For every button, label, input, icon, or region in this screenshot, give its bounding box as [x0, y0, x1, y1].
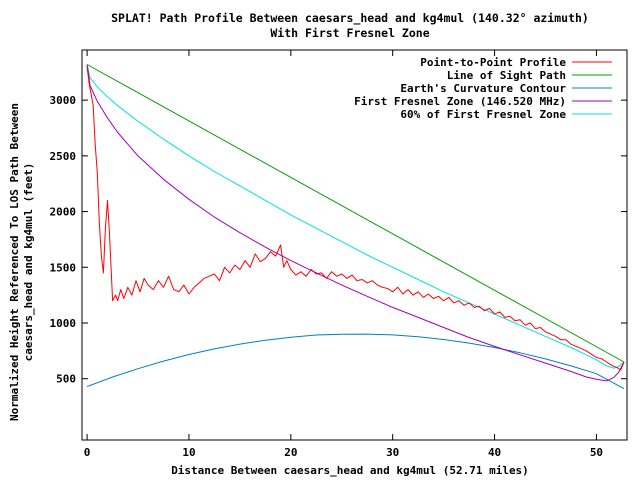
- legend-label-point-to-point-profile: Point-to-Point Profile: [420, 56, 566, 69]
- series-line-line-of-sight-path: [86, 64, 625, 363]
- x-tick-label: 30: [386, 446, 399, 459]
- legend-label-first-fresnel-zone-146-520-mhz: First Fresnel Zone (146.520 MHz): [354, 95, 566, 108]
- y-tick-label: 500: [56, 373, 76, 386]
- legend-label-line-of-sight-path: Line of Sight Path: [447, 69, 566, 82]
- plot-frame: [81, 49, 628, 441]
- x-tick-label: 40: [488, 446, 501, 459]
- y-tick-label: 1500: [50, 261, 77, 274]
- series-line-point-to-point-profile: [86, 66, 625, 371]
- x-tick-label: 0: [84, 446, 91, 459]
- y-axis-label-line1: Normalized Height Referenced To LOS Path…: [8, 103, 21, 421]
- x-axis-label: Distance Between caesars_head and kg4mul…: [171, 464, 529, 477]
- series-line-first-fresnel-zone-146-520-mhz: [86, 64, 625, 382]
- chart-title: SPLAT! Path Profile Between caesars_head…: [111, 11, 589, 26]
- y-tick-label: 2500: [50, 150, 77, 163]
- plot-area: 0 10 20 30 40 50 500 1000 1500 2000 2500 3000: [50, 49, 628, 459]
- chart-subtitle: With First Fresnel Zone: [270, 26, 429, 40]
- series-line-earth-s-curvature-contour: [86, 333, 625, 390]
- y-axis-label-line2: caesars_head and kg4mul (feet): [22, 163, 35, 362]
- y-tick-label: 1000: [50, 317, 77, 330]
- x-tick-label: 10: [182, 446, 195, 459]
- series-line-60-of-first-fresnel-zone: [86, 64, 625, 369]
- y-tick-label: 2000: [50, 206, 77, 219]
- y-tick-label: 3000: [50, 94, 77, 107]
- x-tick-label: 20: [284, 446, 297, 459]
- x-tick-label: 50: [590, 446, 603, 459]
- legend-label-earth-s-curvature-contour: Earth's Curvature Contour: [400, 82, 566, 95]
- legend-label-60-of-first-fresnel-zone: 60% of First Fresnel Zone: [400, 108, 566, 121]
